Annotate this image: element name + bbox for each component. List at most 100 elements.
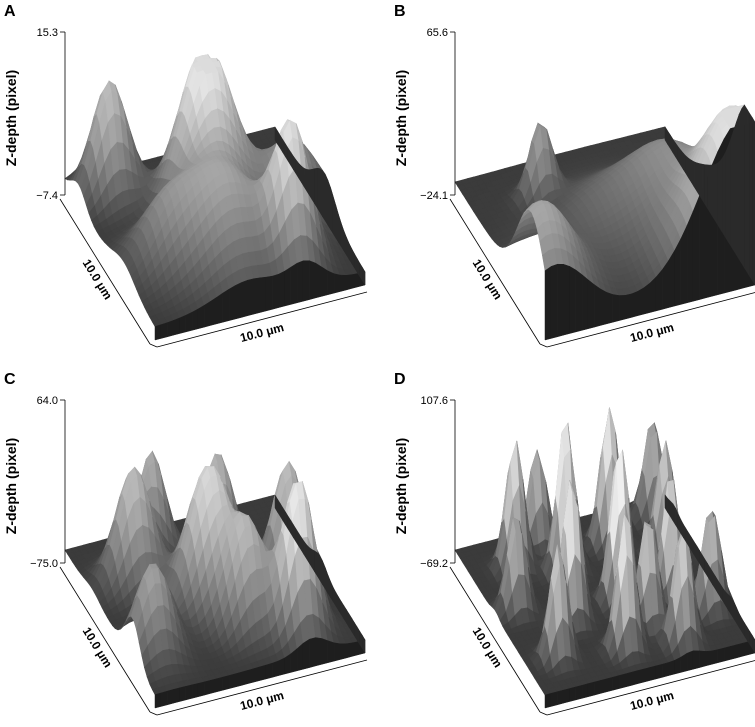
surface-front-wall	[632, 671, 638, 686]
surface-front-wall	[174, 688, 180, 703]
surface-front-wall	[675, 239, 681, 306]
surface-side-wall	[726, 145, 729, 242]
surface-front-wall	[699, 651, 705, 668]
surface-side-wall	[718, 160, 721, 229]
surface-front-wall	[297, 261, 303, 303]
surface-front-wall	[229, 286, 235, 321]
surface-side-wall	[710, 165, 713, 217]
surface-front-wall	[669, 250, 675, 307]
surface-front-wall	[217, 677, 223, 692]
surface-front-wall	[186, 685, 192, 700]
surface-side-wall	[312, 550, 315, 573]
surface-front-wall	[650, 277, 656, 313]
surface-front-wall	[619, 674, 625, 689]
surface-front-wall	[266, 663, 272, 679]
surface-front-wall	[588, 280, 594, 329]
surface-side-wall	[715, 163, 718, 226]
surface-front-wall	[328, 641, 334, 663]
surface-front-wall	[675, 657, 681, 674]
surface-front-wall	[594, 285, 600, 327]
surface-front-wall	[582, 684, 588, 699]
surface-side-wall	[317, 553, 320, 581]
surface-front-wall	[557, 264, 563, 337]
surface-front-wall	[551, 692, 557, 707]
surface-front-wall	[322, 639, 328, 665]
surface-front-wall	[353, 273, 359, 288]
surface-chart-d: D Z-depth (pixel) 107.6 −69.2 10.0 μm 10…	[390, 368, 755, 727]
surface-side-wall	[705, 165, 708, 209]
axis-corner	[540, 344, 547, 347]
z-axis-label: Z-depth (pixel)	[393, 438, 409, 534]
surface-front-wall	[650, 666, 656, 681]
z-axis-label: Z-depth (pixel)	[3, 438, 19, 534]
surface-side-wall	[315, 551, 318, 576]
surface-front-wall	[582, 275, 588, 331]
surface-front-wall	[272, 274, 278, 309]
surface-side-wall	[328, 180, 331, 229]
surface-front-wall	[161, 691, 167, 706]
surface-front-wall	[706, 651, 712, 666]
surface-front-wall	[235, 672, 241, 687]
surface-front-wall	[167, 689, 173, 704]
surface-front-wall	[638, 669, 644, 684]
surface-front-wall	[204, 680, 210, 695]
z-max-tick-label: 64.0	[37, 395, 58, 407]
surface-front-wall	[316, 263, 322, 298]
surface-side-wall	[742, 105, 745, 268]
surface-front-wall	[588, 682, 594, 697]
surface-chart-b: B Z-depth (pixel) 65.6 −24.1 10.0 μm 10.…	[390, 0, 755, 359]
surface-front-wall	[656, 270, 662, 311]
surface-side-wall	[339, 215, 342, 247]
surface-front-wall	[180, 686, 186, 701]
surface-front-wall	[180, 315, 186, 333]
surface-front-wall	[656, 664, 662, 679]
surface-front-wall	[347, 643, 353, 658]
surface-front-wall	[192, 309, 198, 330]
surface-front-wall	[545, 693, 551, 708]
surface-front-wall	[242, 670, 248, 685]
surface-side-wall	[341, 223, 344, 251]
surface-front-wall	[167, 320, 173, 336]
surface-panel-b: B Z-depth (pixel) 65.6 −24.1 10.0 μm 10.…	[390, 0, 755, 359]
surface-side-wall	[731, 130, 734, 251]
surface-front-wall	[316, 638, 322, 666]
surface-front-wall	[687, 211, 693, 303]
z-max-tick-label: 107.6	[420, 395, 448, 407]
surface-front-wall	[693, 196, 699, 301]
surface-chart-c: C Z-depth (pixel) 64.0 −75.0 10.0 μm 10.…	[0, 368, 377, 727]
surface-side-wall	[320, 556, 323, 585]
surface-front-wall	[737, 643, 743, 658]
surface-front-wall	[601, 289, 607, 325]
surface-front-wall	[557, 690, 563, 705]
surface-side-wall	[744, 105, 747, 272]
surface-front-wall	[730, 645, 736, 660]
surface-side-wall	[336, 206, 339, 243]
surface-front-wall	[619, 295, 625, 320]
surface-front-wall	[687, 651, 693, 671]
surface-front-wall	[279, 271, 285, 308]
surface-panel-d: D Z-depth (pixel) 107.6 −69.2 10.0 μm 10…	[390, 368, 755, 727]
surface-front-wall	[669, 660, 675, 675]
surface-front-wall	[625, 672, 631, 687]
surface-side-wall	[328, 575, 331, 598]
surface-front-wall	[570, 266, 576, 333]
surface-front-wall	[186, 312, 192, 332]
surface-side-wall	[686, 156, 689, 178]
surface-front-wall	[309, 261, 315, 300]
surface-front-wall	[211, 297, 217, 325]
axis-corner	[150, 344, 157, 347]
panel-label: B	[394, 3, 406, 20]
surface-front-wall	[211, 679, 217, 694]
surface-side-wall	[307, 169, 310, 195]
surface-front-wall	[309, 638, 315, 668]
surface-front-wall	[285, 267, 291, 306]
surface-side-wall	[325, 568, 328, 593]
surface-side-wall	[694, 162, 697, 192]
surface-side-wall	[750, 114, 753, 281]
surface-front-wall	[662, 261, 668, 310]
z-min-tick-label: −69.2	[420, 558, 448, 570]
panel-label: C	[4, 371, 16, 388]
surface-side-wall	[325, 174, 328, 225]
surface-front-wall	[625, 294, 631, 319]
surface-front-wall	[743, 642, 749, 657]
